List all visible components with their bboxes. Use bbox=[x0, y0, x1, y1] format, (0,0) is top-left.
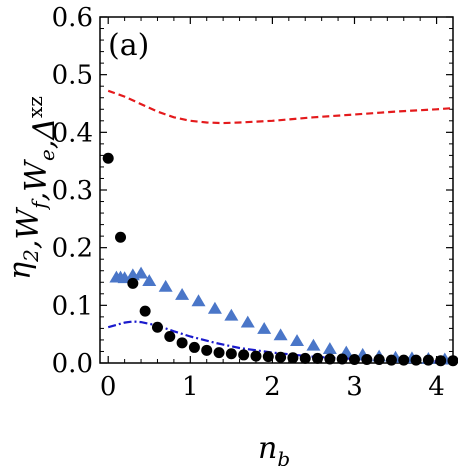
circle-point bbox=[238, 349, 250, 361]
blue-dashdot-line bbox=[107, 320, 454, 363]
circle-point bbox=[336, 353, 348, 365]
y-label-part: η bbox=[3, 262, 38, 280]
triangle-point bbox=[322, 342, 337, 355]
x-axis-label-main: n bbox=[258, 431, 277, 466]
triangle-point bbox=[273, 328, 288, 341]
series-layer bbox=[102, 89, 458, 367]
y-label-part: W bbox=[11, 207, 46, 240]
triangle-point bbox=[290, 334, 305, 346]
circle-point bbox=[213, 347, 225, 359]
panel-label: (a) bbox=[108, 28, 149, 63]
triangle-point bbox=[306, 338, 321, 351]
x-tick-label: 2 bbox=[264, 372, 281, 402]
triangle-point bbox=[158, 279, 173, 292]
y-tick-label: 0.5 bbox=[52, 61, 93, 91]
circle-point bbox=[275, 351, 287, 363]
triangle-point bbox=[142, 274, 157, 287]
y-tick-label: 0.1 bbox=[52, 291, 93, 321]
x-axis-label-sub: b bbox=[277, 447, 290, 466]
y-label-part: , bbox=[19, 192, 54, 202]
x-tick-label: 0 bbox=[100, 372, 117, 402]
circle-point bbox=[299, 352, 311, 364]
circle-point bbox=[188, 341, 200, 353]
circle-point bbox=[410, 354, 422, 366]
y-tick-label: 0.4 bbox=[52, 118, 93, 148]
circle-point bbox=[201, 344, 213, 356]
y-label-part: , bbox=[11, 240, 46, 250]
y-tick-label: 0.0 bbox=[52, 349, 93, 379]
y-label-superscript: xz bbox=[23, 96, 47, 118]
ticks: 0 1 2 3 4 0.0 0.1 0.2 0.3 0.4 0.5 0.6 bbox=[52, 3, 453, 402]
circle-point bbox=[361, 354, 373, 366]
triangle-point bbox=[207, 301, 222, 314]
circle-point bbox=[373, 354, 385, 366]
circle-point bbox=[115, 231, 127, 243]
circle-point bbox=[127, 277, 139, 289]
triangle-point bbox=[240, 315, 255, 328]
y-label-part: , bbox=[27, 140, 62, 150]
triangle-point bbox=[191, 294, 206, 307]
circle-point bbox=[151, 321, 163, 333]
circle-point bbox=[447, 355, 458, 367]
y-label-part: W bbox=[19, 159, 54, 192]
circle-point bbox=[324, 353, 336, 365]
y-label-subscript: 2 bbox=[19, 249, 43, 263]
circle-point bbox=[262, 351, 274, 363]
circle-point bbox=[176, 337, 188, 349]
circle-point bbox=[398, 354, 410, 366]
y-label-subscript: e bbox=[35, 149, 59, 161]
plot-frame bbox=[99, 16, 454, 364]
triangle-point bbox=[224, 308, 239, 321]
circle-point bbox=[164, 330, 176, 342]
triangle-point bbox=[175, 287, 190, 300]
circle-point bbox=[225, 348, 237, 360]
circle-point bbox=[250, 350, 262, 362]
x-tick-label: 4 bbox=[428, 372, 445, 402]
circle-point bbox=[287, 352, 299, 364]
y-tick-label: 0.3 bbox=[52, 176, 93, 206]
circle-point bbox=[435, 355, 447, 367]
triangle-point bbox=[257, 321, 272, 334]
x-tick-label: 1 bbox=[182, 372, 199, 402]
triangle-point bbox=[134, 266, 149, 279]
red-dashed-line bbox=[107, 89, 454, 125]
circle-point bbox=[348, 354, 360, 366]
circle-point bbox=[102, 152, 114, 164]
y-tick-label: 0.6 bbox=[52, 3, 93, 33]
x-axis-label: nb bbox=[258, 431, 290, 466]
x-tick-label: 3 bbox=[346, 372, 363, 402]
y-label-part: Δ bbox=[27, 118, 62, 141]
circle-point bbox=[385, 354, 397, 366]
circle-point bbox=[422, 354, 434, 366]
circle-point bbox=[312, 352, 324, 364]
y-axis-label: η2,Wf,We,Δxz bbox=[3, 96, 62, 280]
y-tick-label: 0.2 bbox=[52, 234, 93, 264]
circle-point bbox=[139, 305, 151, 317]
